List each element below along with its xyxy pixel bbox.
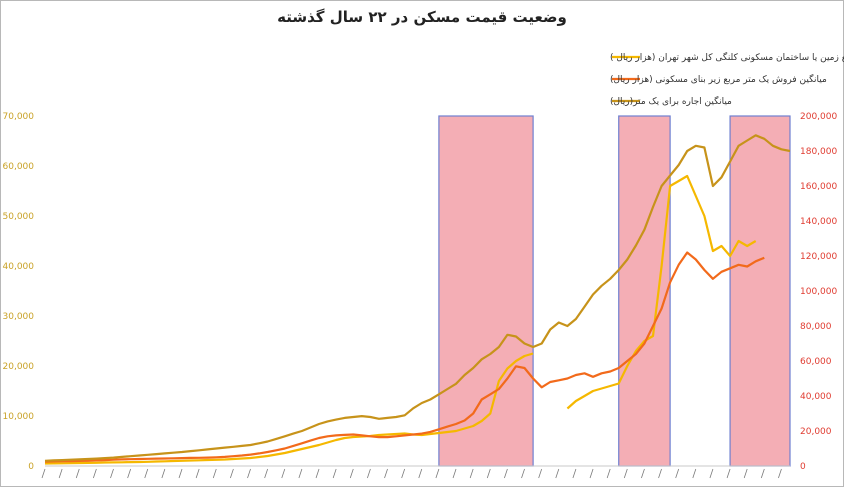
x-axis-tick-mark bbox=[161, 468, 166, 479]
left-axis-tick-label: 30,000 bbox=[3, 312, 35, 322]
right-axis-tick-label: 140,000 bbox=[800, 217, 837, 227]
right-axis-tick-label: 0 bbox=[800, 462, 806, 472]
x-axis-tick-mark bbox=[709, 468, 714, 479]
left-axis-tick-label: 60,000 bbox=[3, 162, 35, 172]
right-axis-tick-label: 200,000 bbox=[800, 112, 837, 122]
x-axis-tick-mark bbox=[486, 468, 491, 479]
x-axis-tick-mark bbox=[75, 468, 80, 479]
x-axis-tick-mark bbox=[195, 468, 200, 479]
x-axis-tick-mark bbox=[760, 468, 765, 479]
x-axis-tick-mark bbox=[469, 468, 474, 479]
x-axis-tick-mark bbox=[281, 468, 286, 479]
x-axis-tick-mark bbox=[332, 468, 337, 479]
x-axis-tick-mark bbox=[127, 468, 132, 479]
x-axis-tick-mark bbox=[178, 468, 183, 479]
x-axis-tick-mark bbox=[521, 468, 525, 479]
right-axis-tick-label: 100,000 bbox=[800, 287, 837, 297]
x-axis-tick-mark bbox=[641, 468, 645, 479]
x-axis-tick-mark bbox=[778, 468, 782, 479]
legend-label-2: میانگین فروش یک متر مربع زیر بنای مسکونی… bbox=[610, 73, 827, 85]
x-axis-tick-mark bbox=[58, 468, 63, 479]
shaded-region-3 bbox=[729, 115, 791, 467]
x-axis-tick-mark bbox=[692, 468, 697, 479]
x-axis-tick-mark bbox=[435, 468, 440, 479]
x-axis-tick-mark bbox=[658, 468, 662, 479]
right-axis-tick-label: 20,000 bbox=[800, 427, 832, 437]
x-axis-tick-mark bbox=[298, 468, 303, 479]
left-axis-tick-label: 50,000 bbox=[3, 212, 35, 222]
series-line-3 bbox=[44, 134, 791, 462]
shaded-region-2 bbox=[618, 115, 671, 467]
x-axis-tick-mark bbox=[264, 468, 269, 479]
x-axis-tick-mark bbox=[504, 468, 508, 479]
x-axis-tick-mark bbox=[212, 468, 217, 479]
x-axis-tick-mark bbox=[144, 468, 149, 479]
left-axis-tick-label: 20,000 bbox=[3, 362, 35, 372]
x-axis-tick-mark bbox=[230, 468, 234, 479]
chart-title: وضعیت قیمت مسکن در ۲۲ سال گذشته bbox=[277, 8, 567, 26]
x-axis-tick-mark bbox=[452, 468, 457, 479]
series-line-2 bbox=[44, 251, 765, 463]
x-axis-tick-mark bbox=[572, 468, 577, 479]
x-axis-tick-mark bbox=[41, 468, 46, 479]
right-axis-tick-label: 60,000 bbox=[800, 357, 832, 367]
right-axis-tick-label: 160,000 bbox=[800, 182, 837, 192]
x-axis-tick-mark bbox=[247, 468, 251, 479]
x-axis-tick-mark bbox=[418, 468, 423, 479]
x-axis-tick-mark bbox=[538, 468, 543, 479]
right-axis-tick-label: 40,000 bbox=[800, 392, 832, 402]
x-axis-tick-mark bbox=[367, 468, 371, 479]
x-axis-tick-mark bbox=[589, 468, 594, 479]
left-axis-tick-label: 70,000 bbox=[3, 112, 35, 122]
legend-label-3: میانگین اجاره برای یک متر(ریال) bbox=[610, 95, 732, 107]
x-axis-tick-mark bbox=[555, 468, 560, 479]
left-axis-tick-label: 10,000 bbox=[3, 412, 35, 422]
x-axis-tick-mark bbox=[401, 468, 406, 479]
left-axis-tick-label: 0 bbox=[28, 462, 34, 472]
x-axis-tick-mark bbox=[726, 468, 731, 479]
x-axis-tick-mark bbox=[743, 468, 748, 479]
x-axis-tick-mark bbox=[606, 468, 611, 479]
x-axis-tick-mark bbox=[675, 468, 680, 479]
x-axis-tick-mark bbox=[110, 468, 114, 479]
left-axis-tick-label: 40,000 bbox=[3, 262, 35, 272]
x-axis-tick-mark bbox=[315, 468, 320, 479]
right-axis-tick-label: 180,000 bbox=[800, 147, 837, 157]
x-axis-tick-mark bbox=[349, 468, 354, 479]
series-line-1 bbox=[44, 174, 757, 465]
x-axis-tick-mark bbox=[623, 468, 628, 479]
right-axis-tick-label: 80,000 bbox=[800, 322, 832, 332]
right-axis-tick-label: 120,000 bbox=[800, 252, 837, 262]
shaded-region-1 bbox=[438, 115, 534, 467]
x-axis-tick-mark bbox=[92, 468, 97, 479]
legend-label-1: میانگین فروش یک متر مربع زمین یا ساختمان… bbox=[610, 51, 844, 63]
x-axis-tick-mark bbox=[384, 468, 388, 479]
